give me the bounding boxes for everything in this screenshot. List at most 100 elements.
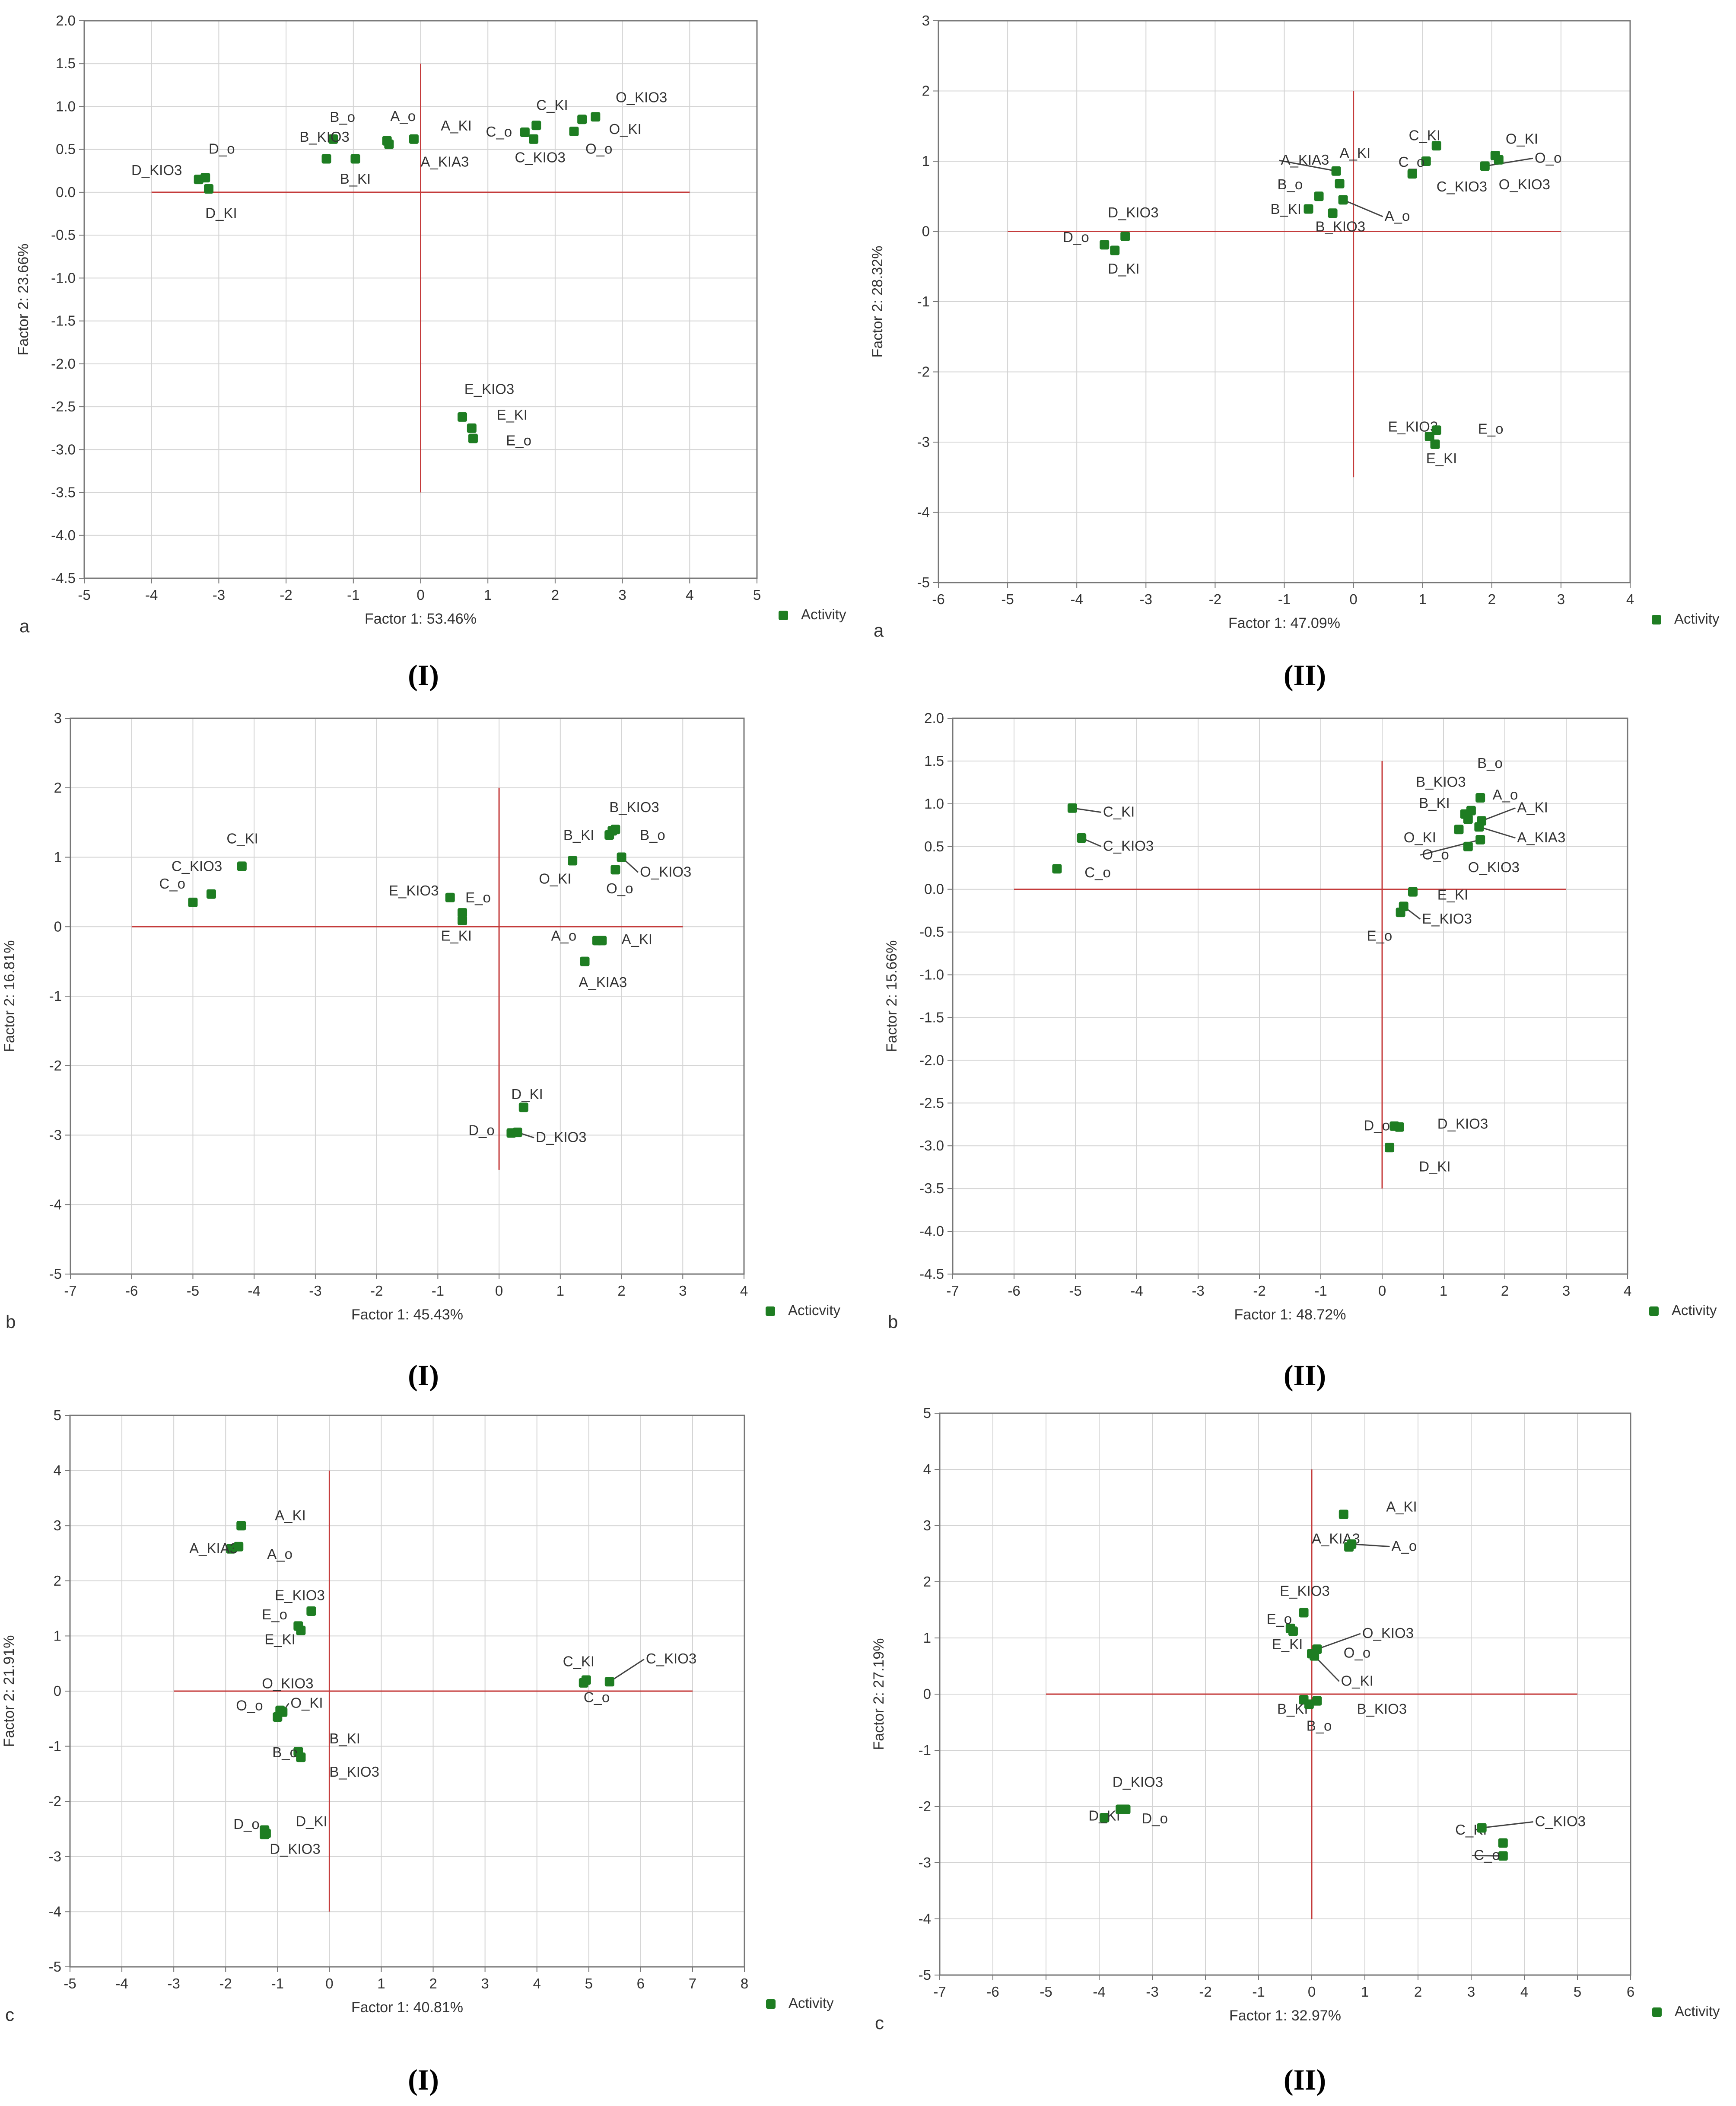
data-point-A_o [1347, 1539, 1357, 1549]
y-tick-label: -2.5 [51, 398, 76, 414]
y-tick-label: 2 [923, 1574, 931, 1590]
legend-marker [779, 611, 788, 620]
y-tick-label: -4.0 [919, 1223, 944, 1239]
point-label: D_KI [1419, 1159, 1450, 1175]
y-tick-label: 3 [54, 710, 62, 726]
data-point-B_o [1314, 191, 1324, 201]
leader-line [609, 1658, 645, 1682]
point-label: O_o [606, 880, 633, 896]
data-point-O_KIO3 [1494, 155, 1504, 165]
y-tick-label: -3.5 [919, 1180, 944, 1196]
point-label: A_o [267, 1546, 293, 1562]
x-tick-label: 1 [377, 1975, 385, 1991]
y-tick-label: -3 [49, 1127, 62, 1143]
point-label: E_o [1266, 1611, 1292, 1627]
point-label: C_o [1084, 864, 1111, 880]
x-tick-label: -6 [932, 591, 944, 607]
point-label: E_KI [496, 407, 528, 423]
point-label: D_KIO3 [1437, 1116, 1488, 1132]
point-label: E_KIO3 [275, 1587, 325, 1603]
point-label: E_o [1367, 927, 1393, 943]
data-point-A_KI [1339, 1510, 1348, 1519]
point-label: E_o [262, 1606, 287, 1622]
point-label: B_o [272, 1744, 298, 1760]
legend-marker [766, 1306, 775, 1316]
x-tick-label: -4 [1093, 1984, 1105, 2000]
data-point-O_KI [1454, 825, 1464, 835]
data-point-C_KIO3 [1477, 1823, 1487, 1833]
point-label: O_o [1535, 150, 1561, 166]
data-point-D_KIO3 [1394, 1122, 1404, 1132]
y-tick-label: -0.5 [919, 924, 944, 940]
x-tick-label: 5 [753, 587, 761, 603]
y-tick-label: 1.5 [56, 55, 76, 71]
leader-line [1482, 1821, 1533, 1829]
data-point-A_KI [1335, 179, 1345, 188]
data-point-E_KIO3 [445, 892, 455, 902]
x-tick-label: 0 [495, 1283, 503, 1299]
y-tick-label: -0.5 [51, 227, 76, 243]
data-point-E_KI [467, 423, 477, 433]
point-label: D_KIO3 [131, 162, 182, 178]
point-label: B_o [330, 109, 355, 125]
point-label: C_KI [226, 830, 258, 846]
x-axis-title: Factor 1: 53.46% [365, 611, 477, 627]
y-axis-title: Factor 2: 16.81% [1, 940, 18, 1052]
point-label: B_o [1307, 1718, 1332, 1734]
caption-II-row1: (II) [1284, 659, 1326, 691]
x-tick-label: -5 [78, 587, 90, 603]
data-point-D_KI [204, 184, 214, 194]
legend-label: Activity [1672, 1302, 1717, 1318]
data-point-O_o [1475, 835, 1485, 844]
point-label: C_KI [536, 97, 568, 113]
y-tick-label: 2.0 [56, 13, 76, 29]
data-point-C_KI [237, 861, 247, 871]
x-tick-label: 1 [1440, 1283, 1447, 1299]
x-tick-label: 1 [484, 587, 492, 603]
legend-label: Activity [1674, 611, 1720, 627]
point-label: A_KI [275, 1507, 306, 1523]
x-tick-label: -1 [347, 587, 359, 603]
point-label: O_KI [1404, 829, 1436, 845]
x-tick-label: 2 [429, 1975, 437, 1991]
x-tick-label: -4 [1130, 1283, 1143, 1299]
y-tick-label: 5 [923, 1405, 931, 1421]
point-label: C_KIO3 [515, 149, 565, 165]
point-label: B_KIO3 [1357, 1701, 1407, 1717]
data-point-B_KI [1463, 814, 1473, 824]
x-tick-label: -6 [986, 1984, 999, 2000]
y-tick-label: 4 [54, 1462, 61, 1478]
point-label: B_KIO3 [1416, 774, 1466, 790]
point-label: C_KI [1409, 127, 1440, 143]
y-tick-label: 2.0 [924, 710, 944, 726]
data-point-O_KIO3 [1463, 841, 1473, 851]
data-point-B_KI [1304, 204, 1313, 214]
point-label: O_o [585, 141, 612, 157]
leader-line [1478, 826, 1516, 839]
legend-marker [766, 1999, 776, 2009]
y-tick-label: -5 [919, 1967, 931, 1983]
point-label: D_o [209, 141, 235, 157]
point-label: A_KIA3 [1281, 152, 1329, 168]
data-point-C_o [1421, 156, 1431, 166]
point-label: O_KIO3 [1499, 176, 1550, 192]
panel-letter: a [874, 620, 884, 640]
legend-label: Acticvity [788, 1302, 841, 1318]
y-tick-label: 4 [923, 1461, 931, 1477]
x-tick-label: 2 [551, 587, 559, 603]
y-axis-title: Factor 2: 21.91% [1, 1635, 17, 1747]
plot-frame [69, 1415, 745, 1968]
scatter-panel-4: -7 -6 -5 -4 -3 -2 -1 0 1 2 3 4 2.0 1.5 1.0 0.5 0.0 -0.5 -1… [884, 710, 1717, 1332]
point-label: B_KIO3 [1316, 219, 1366, 235]
data-point-C_o [1052, 864, 1062, 874]
data-point-B_o [607, 826, 617, 836]
point-label: B_KI [1277, 1701, 1308, 1717]
data-point-E_o [1396, 908, 1405, 918]
y-tick-label: 0.5 [924, 838, 944, 854]
data-point-A_KIA3 [1474, 822, 1484, 832]
point-label: E_KI [1426, 450, 1457, 466]
scatter-panel-2: -6 -5 -4 -3 -2 -1 0 1 2 3 43210-1-2-3-4-5D_KIO3D_o… [869, 13, 1720, 640]
x-tick-label: -2 [1209, 591, 1221, 607]
panel-letter: b [6, 1312, 16, 1332]
y-tick-label: -1.0 [919, 967, 944, 983]
